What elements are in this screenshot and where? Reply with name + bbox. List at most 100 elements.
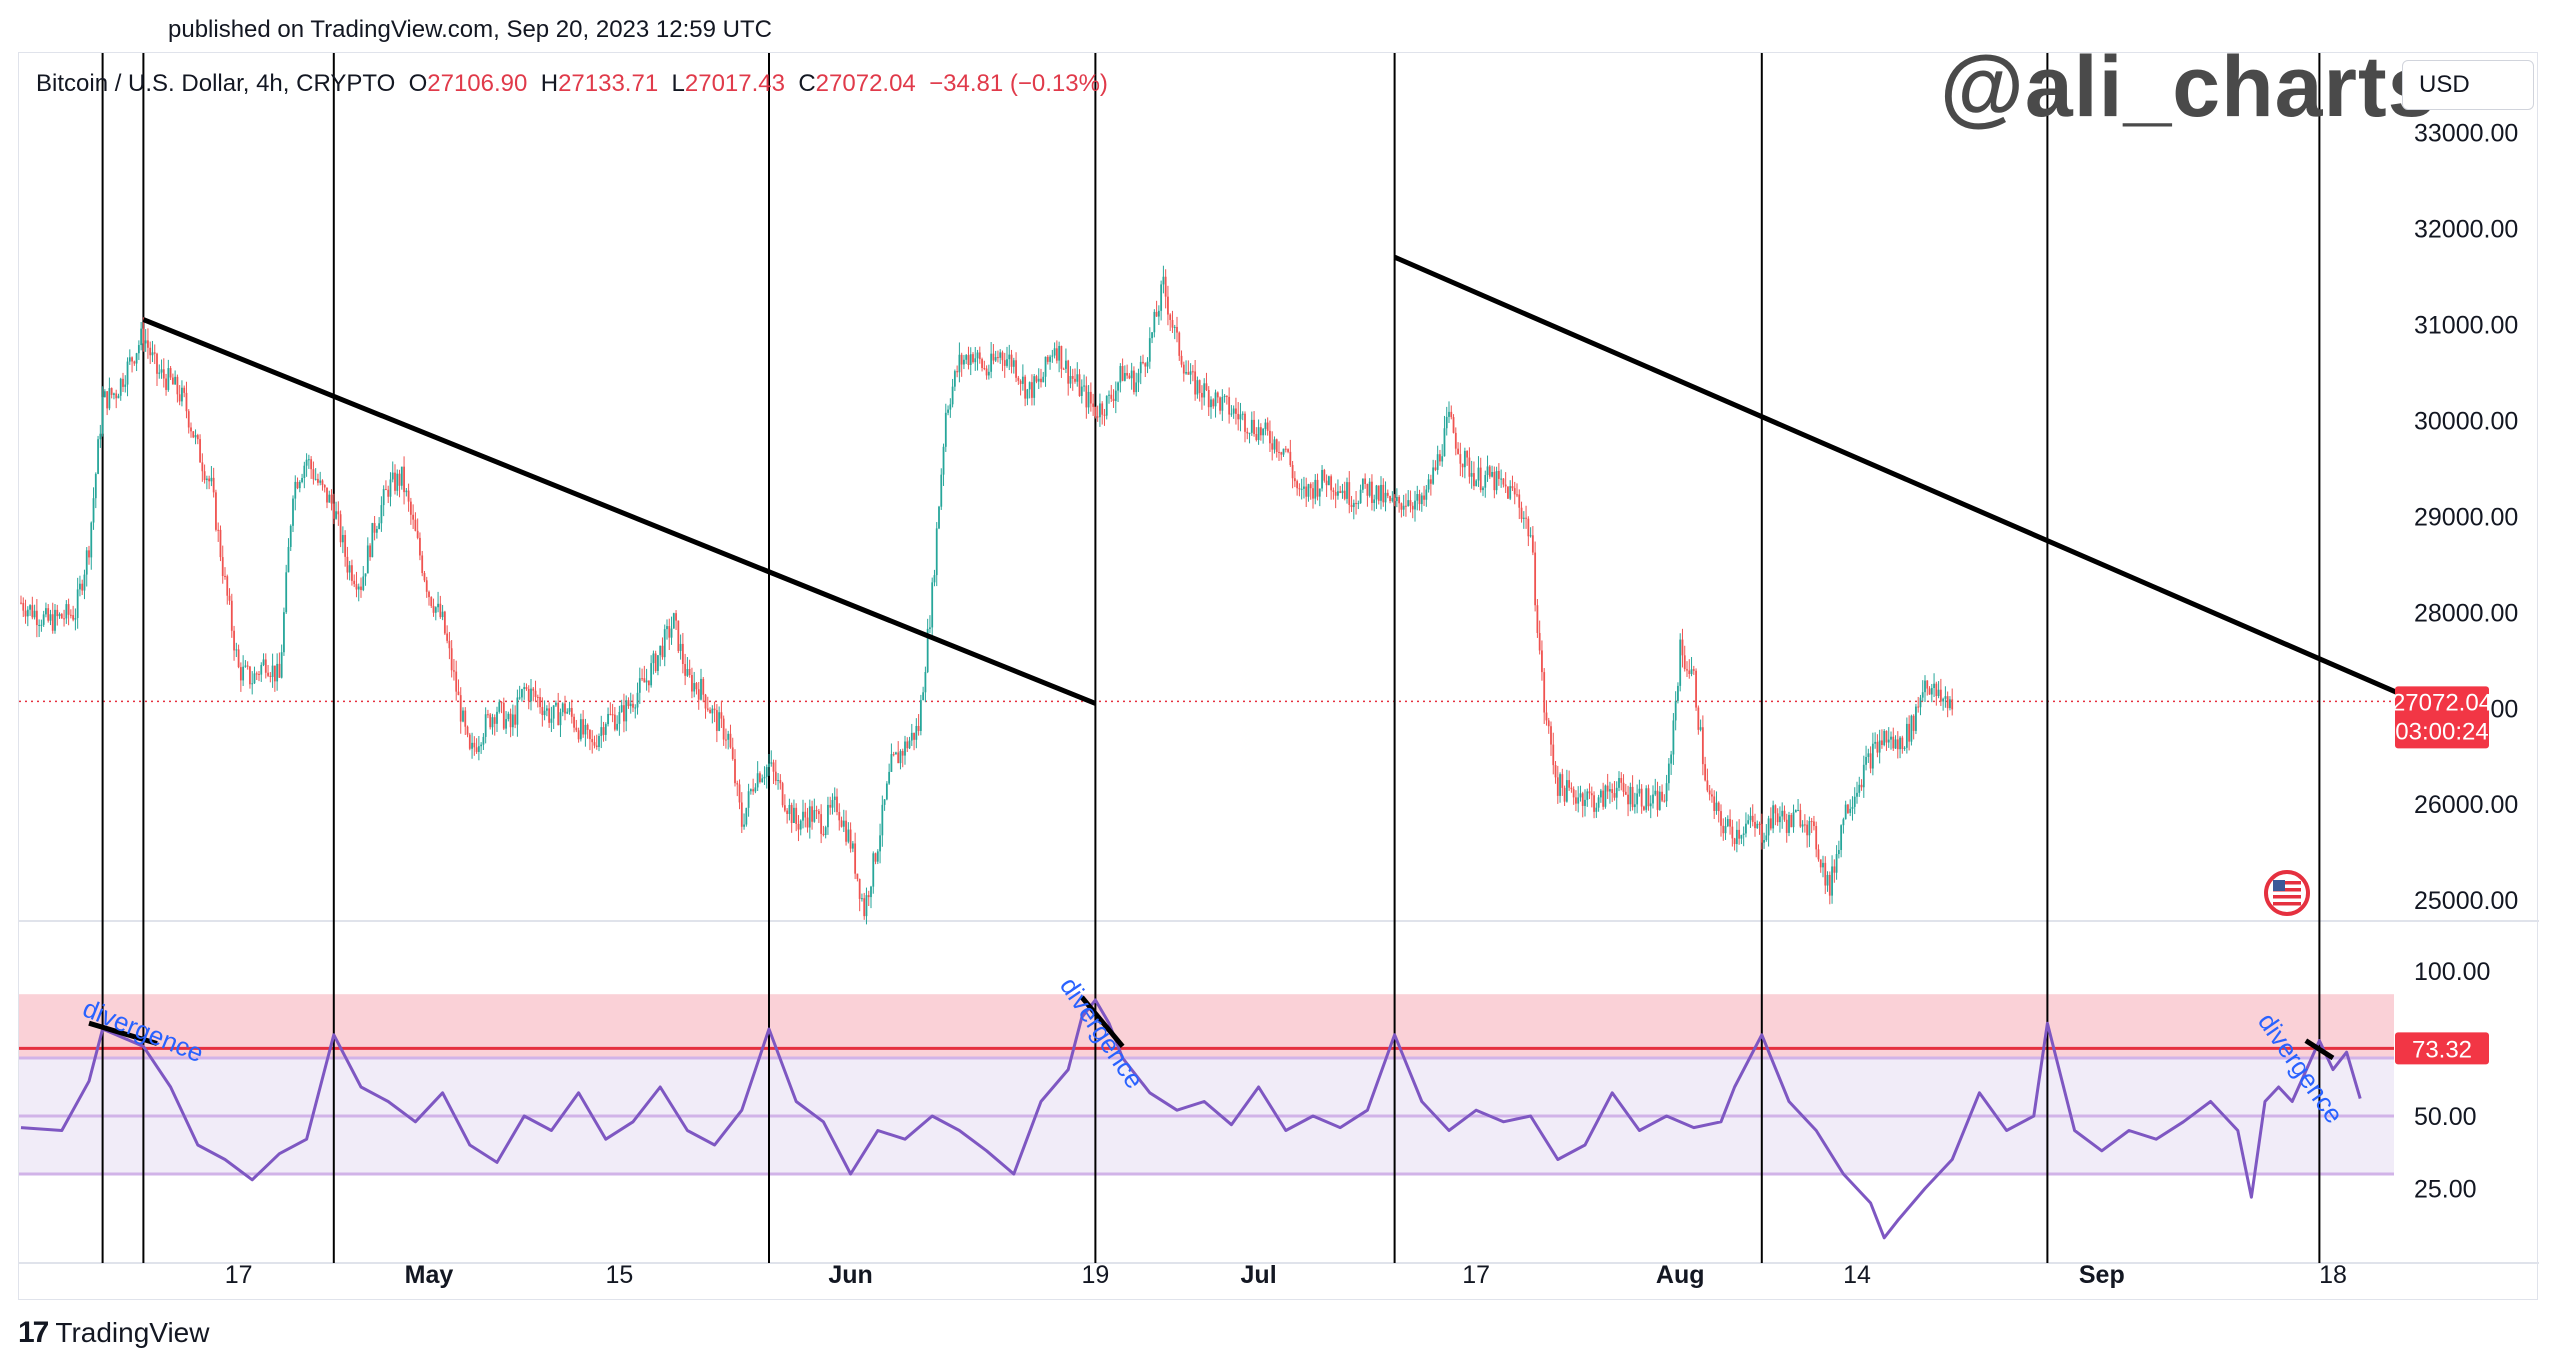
candle-body (54, 609, 56, 631)
candle-body (113, 393, 115, 395)
tradingview-logo[interactable]: 17 TradingView (18, 1316, 209, 1350)
candle-body (1618, 778, 1620, 788)
candle-body (1862, 764, 1865, 788)
low-value: 27017.43 (684, 70, 785, 97)
candle-body (1429, 479, 1432, 484)
candle-body (1225, 395, 1228, 397)
candle-body (106, 391, 109, 409)
candle-body (1411, 505, 1414, 510)
candle-body (1001, 352, 1004, 361)
candle-body (940, 474, 943, 507)
candle-body (1352, 502, 1355, 508)
candle-body (831, 800, 834, 808)
candle-body (890, 754, 893, 772)
candle-body (1758, 823, 1761, 825)
candle-body (1538, 633, 1541, 651)
candle-body (1373, 499, 1376, 504)
candle-body (720, 712, 723, 719)
candle-body (817, 811, 820, 815)
candle-body (391, 472, 394, 480)
open-label: O (408, 70, 428, 97)
candle-body (1160, 284, 1163, 311)
candle-body (362, 576, 365, 590)
candle-body (1119, 366, 1122, 383)
candle-body (1586, 791, 1589, 800)
candle-body (380, 505, 383, 524)
candle-body (888, 771, 891, 784)
price-tick-label: 33000.00 (2414, 119, 2518, 147)
candle-body (593, 742, 596, 746)
candle-body (1645, 788, 1648, 810)
candle-body (806, 817, 809, 828)
candle-body (457, 691, 460, 696)
candle-body (568, 707, 571, 712)
candle-body (913, 732, 915, 740)
candle-body (666, 626, 668, 630)
candle-body (1815, 826, 1818, 850)
candle-body (432, 605, 435, 613)
candle-body (566, 711, 569, 714)
candle-body (1781, 810, 1784, 817)
candle-body (1738, 829, 1741, 839)
candle-body (715, 710, 718, 731)
candle-body (1491, 471, 1493, 477)
candle-body (1547, 720, 1550, 727)
candle-body (1470, 473, 1473, 477)
candle-body (1108, 394, 1110, 396)
candle-body (1253, 419, 1255, 435)
candle-body (1896, 739, 1899, 750)
candle-body (881, 804, 884, 836)
candle-body (1305, 486, 1308, 497)
candle-body (1099, 403, 1101, 418)
price-tick-label: 28000.00 (2414, 599, 2518, 627)
candle-body (965, 355, 968, 360)
trendline-1 (1393, 254, 2457, 721)
candle-body (1620, 778, 1623, 783)
candle-body (1590, 793, 1593, 796)
candle-body (65, 604, 68, 619)
candle-body (24, 610, 27, 617)
candle-body (1269, 430, 1271, 444)
currency-selector[interactable]: USD (2402, 60, 2534, 110)
candle-body (414, 519, 417, 531)
candle-body (1525, 517, 1527, 519)
chart-canvas[interactable]: divergence divergence divergence25000.0026… (19, 53, 2539, 1301)
candle-body (1593, 795, 1595, 812)
candle-body (1196, 380, 1199, 395)
candle-body (396, 473, 399, 491)
candle-body (1581, 793, 1584, 806)
candle-body (283, 612, 285, 653)
candle-body (1157, 310, 1160, 317)
candle-body (842, 820, 845, 827)
chart-frame[interactable]: divergence divergence divergence 25000.00 26… (18, 52, 2539, 1301)
candle-body (1475, 480, 1478, 487)
candle-body (1187, 372, 1190, 375)
candle-body (1153, 311, 1156, 333)
candle-body (657, 655, 659, 671)
candle-body (1790, 814, 1793, 828)
candle-body (1915, 706, 1917, 731)
candle-body (434, 607, 437, 613)
candle-body (165, 378, 167, 390)
candle-body (525, 687, 528, 689)
candle-body (749, 789, 752, 792)
candle-body (1826, 874, 1829, 886)
candle-body (58, 614, 61, 617)
candle-body (1348, 482, 1351, 505)
candle-body (1577, 797, 1580, 804)
candle-body (1883, 730, 1886, 746)
candle-body (670, 628, 673, 638)
candle-body (151, 352, 154, 356)
candle-body (1259, 427, 1262, 436)
candle-body (1516, 494, 1518, 496)
candle-body (446, 633, 449, 641)
candle-body (346, 556, 349, 573)
candle-body (1733, 838, 1736, 845)
rsi-line (20, 998, 2362, 1240)
candle-body (1026, 389, 1029, 399)
candle-body (557, 702, 560, 726)
candle-body (1355, 502, 1357, 505)
candle-body (1858, 784, 1861, 793)
candle-body (92, 498, 95, 523)
candle-body (117, 395, 120, 399)
